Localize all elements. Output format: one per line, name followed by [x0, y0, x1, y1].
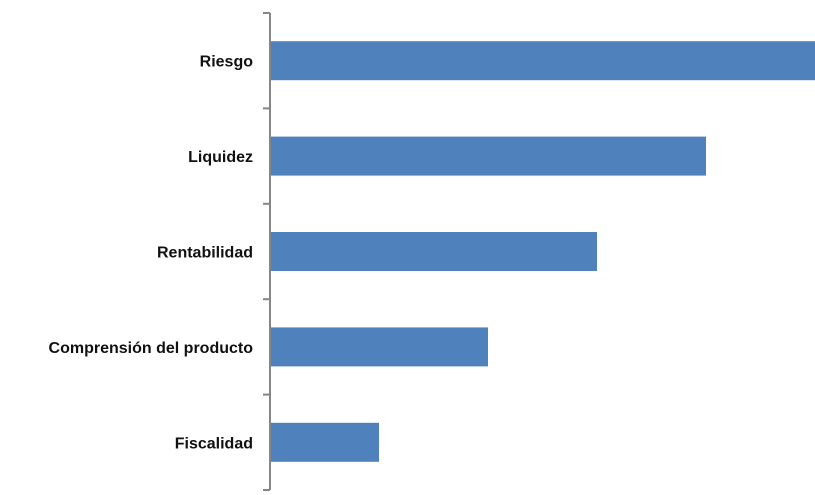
category-labels: Riesgo Liquidez Rentabilidad Comprensión de… [49, 54, 254, 453]
category-label-fiscalidad: Fiscalidad [175, 435, 253, 452]
category-label-liquidez: Liquidez [188, 149, 253, 166]
category-label-comprension-del-producto: Comprensión del producto [49, 340, 254, 357]
bars-layer [271, 41, 815, 462]
bar-liquidez [271, 136, 706, 176]
category-axis [263, 12, 271, 491]
bar-comprension-del-producto [271, 327, 488, 367]
bar-rentabilidad [271, 232, 597, 271]
bar-riesgo [271, 41, 815, 81]
category-label-rentabilidad: Rentabilidad [157, 245, 253, 262]
bar-fiscalidad [271, 422, 379, 462]
category-label-riesgo: Riesgo [200, 54, 254, 71]
